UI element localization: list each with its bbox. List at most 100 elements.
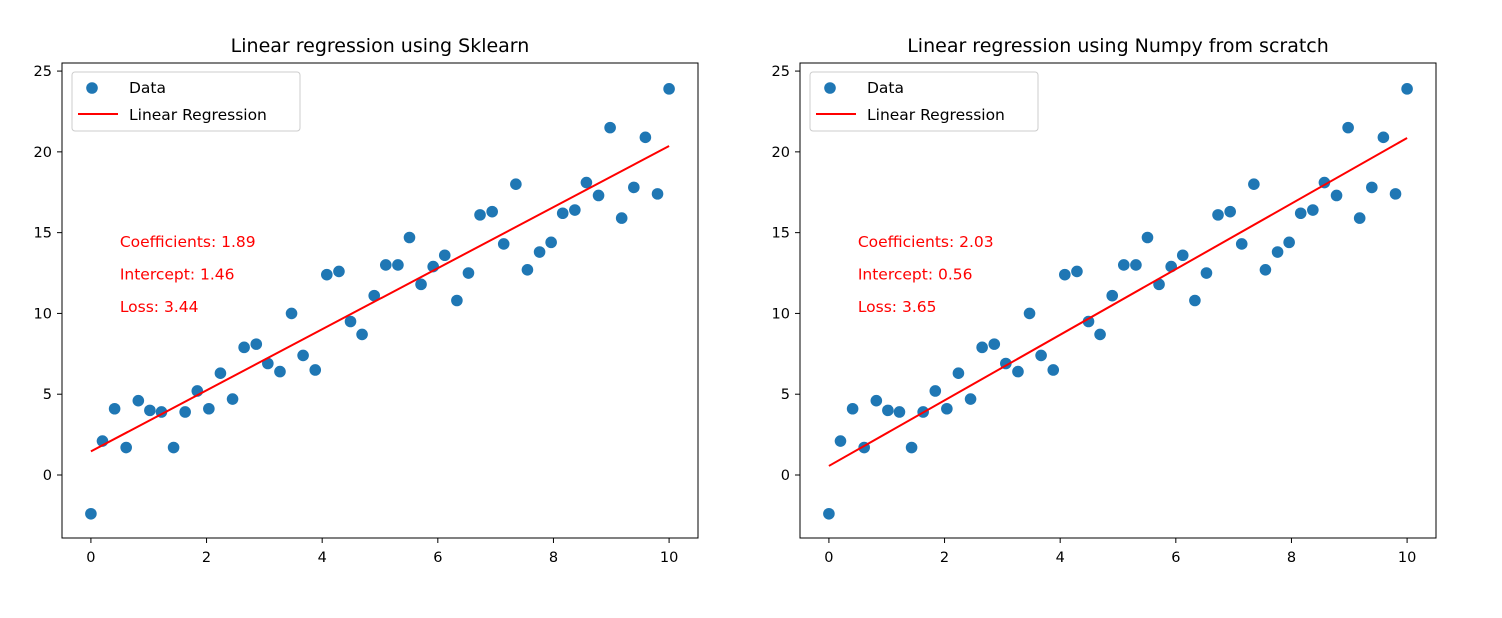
- data-point: [988, 338, 1001, 350]
- data-point: [604, 121, 616, 134]
- data-point: [474, 209, 486, 221]
- data-point: [462, 267, 475, 279]
- data-point: [1377, 131, 1390, 144]
- x-tick-label: 0: [86, 550, 95, 566]
- data-point: [1047, 364, 1060, 376]
- data-point: [250, 338, 263, 350]
- annotation-text: Intercept: 1.46: [120, 265, 235, 283]
- x-tick-label: 2: [940, 550, 949, 566]
- legend: Data Linear Regression: [809, 71, 1039, 132]
- data-point: [882, 404, 894, 417]
- data-point: [580, 176, 593, 189]
- legend-box: [71, 71, 301, 132]
- data-point: [415, 278, 427, 291]
- data-point: [85, 507, 97, 520]
- data-point: [834, 435, 847, 447]
- data-point: [1200, 267, 1213, 279]
- data-point: [592, 189, 605, 202]
- x-tick-label: 2: [202, 550, 211, 566]
- data-point: [545, 236, 557, 249]
- data-point: [1082, 315, 1095, 328]
- regression-line: [90, 145, 670, 453]
- data-point: [1401, 83, 1413, 95]
- legend: Data Linear Regression: [71, 71, 301, 132]
- data-point: [1271, 246, 1284, 258]
- x-tick-label: 6: [1171, 550, 1180, 566]
- x-tick-label: 10: [660, 550, 678, 566]
- data-point: [1094, 328, 1106, 341]
- chart-title: Linear regression using Numpy from scrat…: [907, 35, 1329, 57]
- data-point: [1259, 264, 1272, 276]
- data-point: [1307, 204, 1319, 216]
- data-point: [356, 328, 368, 341]
- data-point: [214, 367, 227, 380]
- x-tick-label: 10: [1398, 550, 1416, 566]
- data-point: [1012, 365, 1024, 378]
- data-point: [451, 294, 463, 307]
- data-point: [333, 265, 345, 278]
- data-point: [392, 259, 404, 271]
- data-point: [285, 307, 298, 320]
- data-point: [132, 394, 145, 407]
- data-point: [1035, 349, 1047, 362]
- data-point: [846, 402, 859, 415]
- data-point: [651, 188, 664, 200]
- data-point: [120, 441, 132, 454]
- annotation-text: Coefficients: 2.03: [858, 233, 994, 251]
- data-point: [1141, 231, 1154, 244]
- x-tick-label: 8: [1287, 550, 1296, 566]
- data-point: [438, 249, 451, 262]
- legend-label-data: Data: [867, 79, 904, 97]
- data-point: [1224, 205, 1236, 218]
- data-point: [510, 178, 522, 190]
- data-point: [368, 289, 381, 302]
- y-tick-label: 10: [34, 306, 52, 322]
- data-point: [379, 259, 392, 271]
- data-point: [403, 231, 416, 244]
- data-point: [1176, 249, 1189, 262]
- data-point: [1130, 259, 1142, 271]
- axes-frame: [61, 62, 699, 539]
- data-point: [823, 507, 835, 520]
- data-point: [1342, 121, 1354, 134]
- data-point: [238, 341, 250, 354]
- y-tick-label: 25: [772, 64, 790, 80]
- data-point: [144, 404, 156, 417]
- data-point: [1389, 188, 1402, 200]
- y-tick-label: 15: [34, 226, 52, 242]
- data-point: [203, 402, 215, 415]
- data-point: [274, 365, 286, 378]
- y-tick-label: 25: [34, 64, 52, 80]
- data-point: [179, 406, 191, 418]
- data-point: [663, 83, 675, 95]
- data-point: [1071, 265, 1083, 278]
- legend-marker-data: [824, 82, 836, 94]
- data-point: [569, 204, 581, 216]
- data-point: [1248, 178, 1260, 190]
- data-point: [870, 394, 883, 407]
- regression-line: [828, 137, 1408, 467]
- annotation-text: Loss: 3.44: [120, 298, 199, 316]
- data-point: [1366, 181, 1378, 194]
- x-tick-label: 4: [318, 550, 327, 566]
- data-point: [1353, 212, 1366, 224]
- data-point: [952, 367, 965, 380]
- data-point: [941, 402, 953, 415]
- y-tick-label: 5: [781, 387, 790, 403]
- axes-frame: [799, 62, 1437, 539]
- x-tick-label: 8: [549, 550, 558, 566]
- data-point: [615, 212, 628, 224]
- legend-box: [809, 71, 1039, 132]
- data-point: [321, 268, 333, 281]
- data-point: [1330, 189, 1343, 202]
- data-point: [639, 131, 652, 144]
- data-point: [1106, 289, 1119, 302]
- legend-label-line: Linear Regression: [867, 106, 1005, 124]
- data-point: [1294, 207, 1307, 220]
- data-point: [1212, 209, 1224, 221]
- annotation-text: Loss: 3.65: [858, 298, 937, 316]
- y-tick-label: 0: [781, 468, 790, 484]
- data-point: [309, 364, 322, 376]
- y-tick-label: 20: [34, 145, 52, 161]
